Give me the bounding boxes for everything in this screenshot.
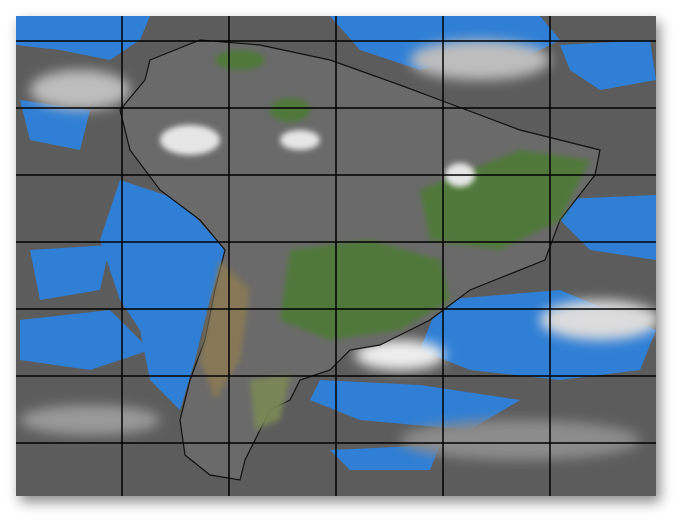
satellite-frame: [16, 16, 656, 496]
vegetation: [200, 50, 590, 430]
graticule: [16, 16, 656, 496]
satellite-image: [16, 16, 656, 496]
